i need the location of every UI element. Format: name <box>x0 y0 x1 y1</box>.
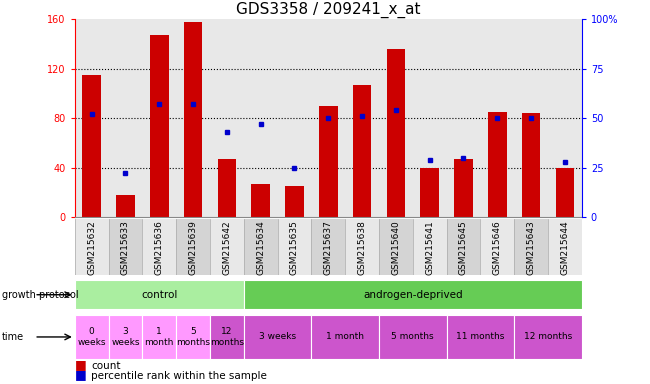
Bar <box>142 19 176 217</box>
Bar <box>413 219 447 275</box>
Bar <box>109 219 142 275</box>
Text: 0
weeks: 0 weeks <box>77 327 106 347</box>
Text: GSM215636: GSM215636 <box>155 220 164 275</box>
Bar <box>447 219 480 275</box>
Text: percentile rank within the sample: percentile rank within the sample <box>91 371 267 381</box>
Text: GSM215632: GSM215632 <box>87 220 96 275</box>
Bar <box>75 19 109 217</box>
Bar <box>413 19 447 217</box>
Bar <box>83 75 101 217</box>
Bar <box>488 112 506 217</box>
Bar <box>311 219 345 275</box>
Text: GSM215639: GSM215639 <box>188 220 198 275</box>
Bar <box>210 315 244 359</box>
Text: 11 months: 11 months <box>456 333 504 341</box>
Bar <box>345 19 379 217</box>
Bar <box>480 219 514 275</box>
Bar <box>556 167 574 217</box>
Title: GDS3358 / 209241_x_at: GDS3358 / 209241_x_at <box>236 2 421 18</box>
Text: GSM215646: GSM215646 <box>493 220 502 275</box>
Bar <box>345 219 379 275</box>
Bar <box>379 315 447 359</box>
Bar <box>447 19 480 217</box>
Text: 5
months: 5 months <box>176 327 210 347</box>
Text: 3 weeks: 3 weeks <box>259 333 296 341</box>
Text: GSM215640: GSM215640 <box>391 220 400 275</box>
Text: 12
months: 12 months <box>210 327 244 347</box>
Bar <box>244 280 582 309</box>
Bar <box>514 19 548 217</box>
Bar <box>244 219 278 275</box>
Bar <box>387 49 405 217</box>
Bar <box>75 280 244 309</box>
Bar <box>210 219 244 275</box>
Bar <box>548 219 582 275</box>
Text: ■: ■ <box>75 368 86 381</box>
Bar <box>142 315 176 359</box>
Bar <box>150 35 168 217</box>
Text: time: time <box>2 332 24 342</box>
Text: GSM215634: GSM215634 <box>256 220 265 275</box>
Bar <box>278 19 311 217</box>
Text: 1 month: 1 month <box>326 333 364 341</box>
Text: 1
month: 1 month <box>144 327 174 347</box>
Text: GSM215637: GSM215637 <box>324 220 333 275</box>
Bar <box>244 315 311 359</box>
Text: 3
weeks: 3 weeks <box>111 327 140 347</box>
Bar <box>176 219 210 275</box>
Bar <box>109 19 142 217</box>
Bar <box>447 315 514 359</box>
Bar <box>522 113 540 217</box>
Text: GSM215641: GSM215641 <box>425 220 434 275</box>
Bar <box>379 19 413 217</box>
Bar <box>210 19 244 217</box>
Text: growth protocol: growth protocol <box>2 290 79 300</box>
Bar <box>514 219 548 275</box>
Bar <box>311 315 379 359</box>
Bar <box>514 315 582 359</box>
Text: 5 months: 5 months <box>391 333 434 341</box>
Bar <box>454 159 473 217</box>
Text: ■: ■ <box>75 358 86 371</box>
Bar <box>218 159 236 217</box>
Bar <box>278 219 311 275</box>
Bar <box>353 85 371 217</box>
Text: GSM215644: GSM215644 <box>560 220 569 275</box>
Text: androgen-deprived: androgen-deprived <box>363 290 463 300</box>
Bar <box>285 186 304 217</box>
Bar <box>548 19 582 217</box>
Text: GSM215635: GSM215635 <box>290 220 299 275</box>
Bar <box>109 315 142 359</box>
Text: GSM215645: GSM215645 <box>459 220 468 275</box>
Text: count: count <box>91 361 120 371</box>
Bar <box>244 19 278 217</box>
Bar <box>379 219 413 275</box>
Text: GSM215642: GSM215642 <box>222 220 231 275</box>
Bar <box>142 219 176 275</box>
Bar <box>75 315 109 359</box>
Text: GSM215633: GSM215633 <box>121 220 130 275</box>
Text: control: control <box>141 290 177 300</box>
Bar <box>480 19 514 217</box>
Text: GSM215643: GSM215643 <box>526 220 536 275</box>
Text: 12 months: 12 months <box>524 333 572 341</box>
Bar <box>252 184 270 217</box>
Bar <box>311 19 345 217</box>
Bar <box>176 19 210 217</box>
Bar <box>319 106 337 217</box>
Bar <box>184 22 202 217</box>
Text: GSM215638: GSM215638 <box>358 220 367 275</box>
Bar <box>75 219 109 275</box>
Bar <box>421 167 439 217</box>
Bar <box>176 315 210 359</box>
Bar <box>116 195 135 217</box>
